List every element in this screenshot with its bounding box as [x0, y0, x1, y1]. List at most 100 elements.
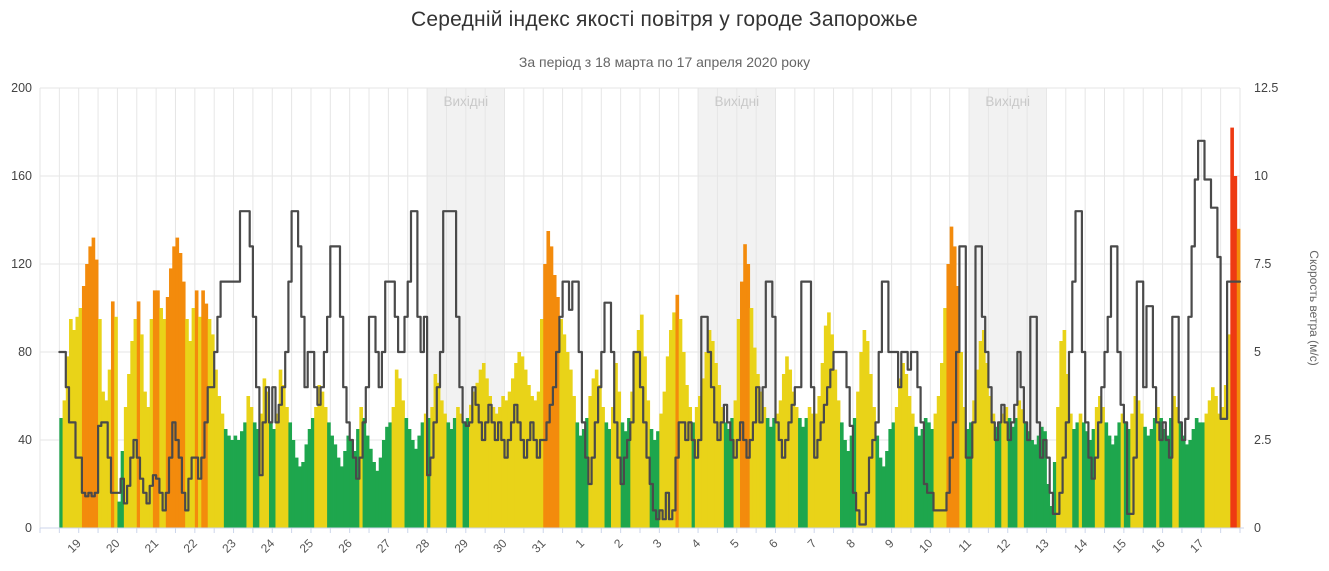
aqi-bar — [707, 330, 712, 528]
aqi-bar — [365, 435, 370, 528]
aqi-bar — [823, 325, 828, 528]
aqi-bar — [504, 400, 509, 528]
aqi-bar — [452, 418, 457, 528]
aqi-bar — [156, 290, 160, 528]
aqi-bar — [465, 418, 470, 528]
x-axis-label: 28 — [413, 536, 433, 556]
aqi-bar — [975, 369, 980, 528]
aqi-bar — [256, 429, 260, 528]
aqi-bar — [1178, 422, 1183, 528]
aqi-bar — [317, 385, 322, 528]
aqi-bar — [627, 418, 631, 528]
aqi-bar — [1220, 407, 1225, 528]
aqi-bar — [598, 385, 602, 528]
aqi-bar — [1056, 407, 1060, 528]
aqi-bar — [588, 396, 593, 528]
y-right-label: 7.5 — [1254, 257, 1271, 271]
aqi-bar — [214, 369, 218, 528]
aqi-bar — [127, 374, 131, 528]
aqi-bar — [204, 303, 209, 528]
aqi-bar — [233, 435, 238, 528]
aqi-bar — [1146, 435, 1151, 528]
aqi-bar — [833, 369, 838, 528]
aqi-bar — [801, 426, 805, 528]
x-axis-label: 20 — [103, 536, 123, 556]
aqi-bar — [488, 396, 493, 528]
aqi-bar — [1088, 440, 1093, 528]
aqi-bar — [810, 413, 815, 528]
aqi-bar — [75, 316, 80, 528]
aqi-bar — [736, 319, 741, 528]
aqi-bar — [710, 341, 715, 528]
aqi-bar — [159, 308, 163, 528]
aqi-bar — [198, 316, 202, 528]
aqi-bar — [88, 246, 93, 528]
aqi-bar — [1130, 413, 1134, 528]
aqi-bar — [1014, 418, 1018, 528]
aqi-bar — [1175, 407, 1180, 528]
aqi-bar — [104, 400, 109, 528]
y-left-label: 0 — [25, 521, 32, 535]
aqi-bar — [407, 429, 412, 528]
aqi-bar — [527, 385, 531, 528]
aqi-bar — [249, 407, 254, 528]
aqi-bar — [643, 356, 647, 528]
aqi-bar — [1094, 407, 1099, 528]
aqi-bar — [1033, 444, 1038, 528]
aqi-bar — [381, 440, 386, 528]
x-axis-label: 22 — [181, 536, 201, 556]
aqi-bar — [898, 378, 902, 528]
aqi-bar — [1136, 400, 1141, 528]
aqi-bar — [446, 422, 451, 528]
x-axis-label: 19 — [64, 536, 84, 556]
chart-title: Середній індекс якості повітря у городе … — [411, 8, 918, 31]
aqi-bar — [591, 378, 596, 528]
x-axis-label: 29 — [452, 536, 472, 556]
x-axis-label: 13 — [1032, 536, 1052, 556]
aqi-bar — [323, 407, 328, 528]
aqi-bar — [314, 407, 318, 528]
aqi-bar — [814, 413, 818, 528]
x-axis-label: 30 — [490, 536, 510, 556]
aqi-bar — [843, 440, 847, 528]
aqi-bar — [740, 281, 744, 528]
aqi-bar — [946, 264, 951, 528]
aqi-bar — [217, 396, 222, 528]
aqi-bar — [114, 316, 118, 528]
aqi-area-series[interactable] — [59, 127, 1241, 529]
x-axis-label: 5 — [727, 536, 742, 551]
aqi-bar — [162, 319, 167, 528]
aqi-bar — [849, 435, 854, 528]
aqi-bar — [549, 246, 554, 528]
aqi-bar — [336, 457, 341, 528]
aqi-bar — [485, 378, 489, 528]
aqi-bar — [1017, 400, 1022, 528]
aqi-bar — [633, 352, 638, 528]
aqi-bar — [778, 400, 783, 528]
aqi-bar — [733, 400, 738, 528]
aqi-bar — [546, 231, 551, 528]
aqi-bar — [343, 451, 347, 528]
x-axis-label: 24 — [258, 536, 278, 556]
aqi-bar — [820, 363, 825, 528]
aqi-bar — [998, 422, 1002, 528]
aqi-bar — [375, 470, 380, 528]
aqi-bar — [1004, 407, 1009, 528]
aqi-bar — [881, 466, 886, 528]
aqi-bar — [440, 400, 444, 528]
aqi-bar — [369, 448, 373, 528]
aqi-bar — [988, 396, 993, 528]
aqi-bar — [701, 378, 705, 528]
aqi-bar — [817, 396, 822, 528]
aqi-bar — [230, 440, 234, 528]
aqi-bar — [1207, 400, 1212, 528]
aqi-bar — [1162, 429, 1167, 528]
x-axis: 19 20 21 22 23 24 25 26 27 28 29 30 31 1 2 3 4 5 6 7 8 9 10 11 1… — [39, 527, 1244, 556]
wind-line-series[interactable] — [58, 139, 1242, 526]
aqi-bar — [478, 369, 483, 528]
aqi-bar — [985, 363, 989, 528]
aqi-bar — [649, 429, 654, 528]
aqi-bar — [1191, 429, 1196, 528]
